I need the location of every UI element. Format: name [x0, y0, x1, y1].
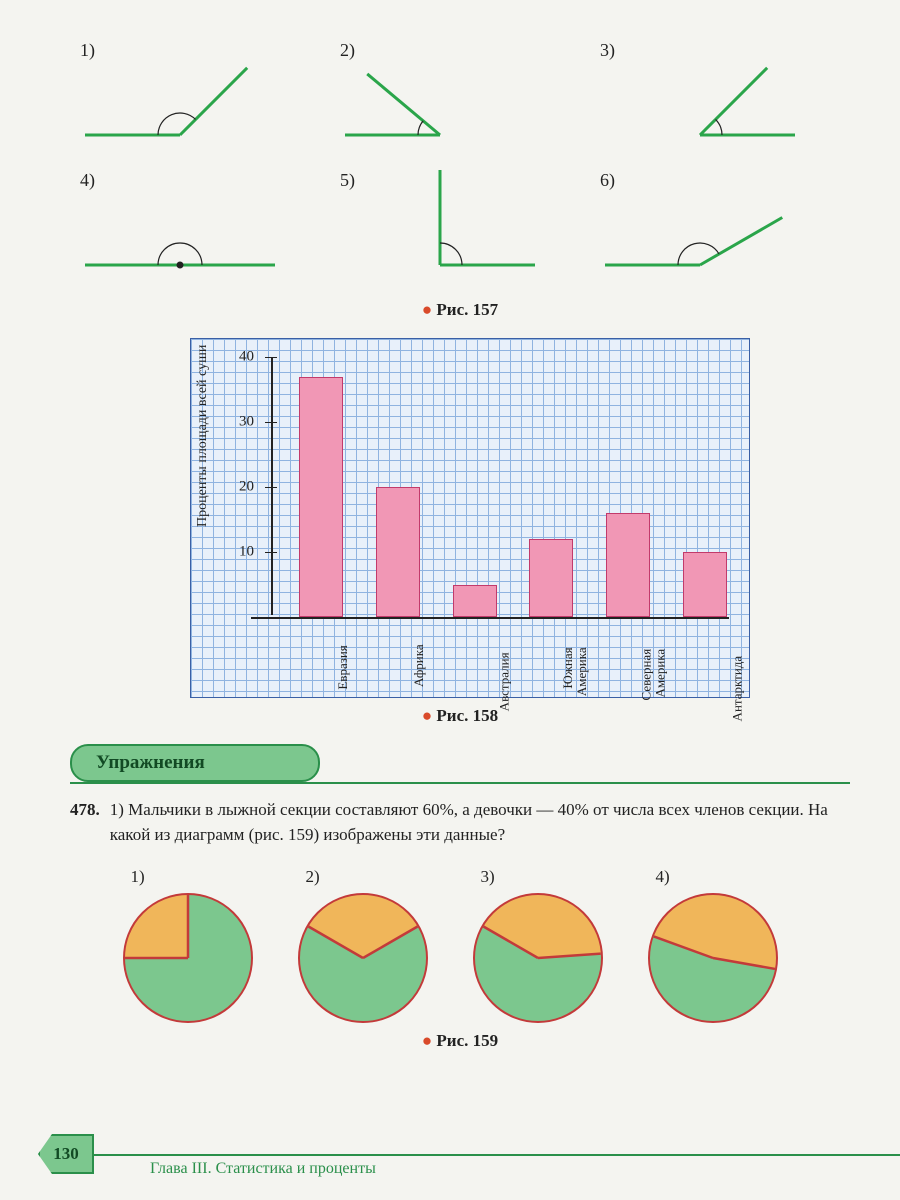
y-tick-label: 10 — [239, 544, 254, 561]
pie-4: 4) — [648, 867, 798, 1023]
y-tick-label: 40 — [239, 349, 254, 366]
problem-478: 478. 1) Мальчики в лыжной секции составл… — [70, 798, 850, 847]
bar-5 — [683, 552, 727, 617]
pie-label: 2) — [298, 867, 448, 887]
pie-1: 1) — [123, 867, 273, 1023]
x-tick-label: Антарктида — [730, 656, 744, 722]
angle-label: 5) — [340, 170, 355, 191]
angle-6: 6) — [590, 170, 810, 290]
x-tick-label: Африка — [412, 644, 426, 687]
chapter-title: Глава III. Статистика и проценты — [150, 1160, 900, 1178]
figure-157-caption: Рис. 157 — [70, 300, 850, 320]
angle-4: 4) — [70, 170, 290, 290]
angle-2: 2) — [330, 40, 550, 160]
page-number: 130 — [38, 1134, 94, 1174]
section-divider — [70, 782, 850, 784]
bar-3 — [529, 539, 573, 617]
pie-label: 3) — [473, 867, 623, 887]
y-tick-label: 20 — [239, 479, 254, 496]
angle-5: 5) — [330, 170, 550, 290]
page-footer: 130 Глава III. Статистика и проценты — [0, 1154, 900, 1178]
section-header-exercises: Упражнения — [70, 744, 320, 782]
figure-159-caption: Рис. 159 — [70, 1031, 850, 1051]
x-tick-label: СевернаяАмерика — [640, 649, 669, 701]
continents-barchart: Проценты площади всей суши 10 20 30 40 Евраз… — [190, 338, 750, 698]
angle-diagrams-grid: 1) 2) 3) 4) 5) 6) — [70, 40, 810, 290]
angle-label: 1) — [80, 40, 95, 61]
bar-1 — [376, 487, 420, 617]
x-tick-label: Австралия — [497, 652, 511, 711]
angle-3: 3) — [590, 40, 810, 160]
y-axis-label: Проценты площади всей суши — [195, 345, 211, 527]
pie-label: 4) — [648, 867, 798, 887]
problem-number: 478. — [70, 798, 100, 847]
bar-0 — [299, 377, 343, 618]
y-tick-label: 30 — [239, 414, 254, 431]
angle-label: 2) — [340, 40, 355, 61]
pie-charts-row: 1) 2) 3) 4) — [70, 867, 850, 1023]
angle-label: 6) — [600, 170, 615, 191]
angle-label: 3) — [600, 40, 615, 61]
x-tick-label: ЮжнаяАмерика — [561, 647, 590, 696]
angle-label: 4) — [80, 170, 95, 191]
pie-label: 1) — [123, 867, 273, 887]
angle-1: 1) — [70, 40, 290, 160]
bar-4 — [606, 513, 650, 617]
pie-3: 3) — [473, 867, 623, 1023]
x-tick-label: Евразия — [336, 645, 350, 689]
pie-2: 2) — [298, 867, 448, 1023]
bar-2 — [453, 585, 497, 618]
problem-text: 1) Мальчики в лыжной секции составляют 6… — [110, 798, 850, 847]
